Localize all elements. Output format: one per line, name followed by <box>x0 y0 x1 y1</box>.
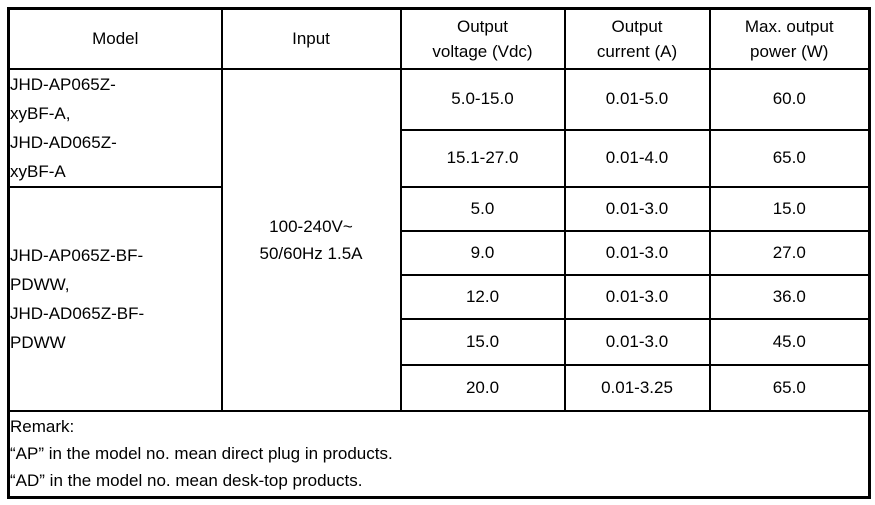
cell-max-power: 65.0 <box>708 363 871 412</box>
cell-output-current: 0.01-3.0 <box>563 317 711 366</box>
cell-max-power: 60.0 <box>708 67 871 132</box>
cell-max-power: 27.0 <box>708 229 871 276</box>
cell-output-current: 0.01-5.0 <box>563 67 711 132</box>
cell-output-voltage: 12.0 <box>399 273 566 320</box>
table-row: 15.1-27.0 0.01-4.0 65.0 <box>9 129 871 188</box>
cell-output-voltage: 5.0 <box>399 185 566 232</box>
cell-output-current: 0.01-3.0 <box>563 229 711 276</box>
col-header-max-output-power: Max. output power (W) <box>708 7 871 70</box>
remark: Remark: “AP” in the model no. mean direc… <box>7 409 871 499</box>
cell-output-voltage: 5.0-15.0 <box>399 67 566 132</box>
cell-output-current: 0.01-3.25 <box>563 363 711 412</box>
cell-output-voltage: 9.0 <box>399 229 566 276</box>
cell-output-voltage: 15.0 <box>399 317 566 366</box>
cell-max-power: 36.0 <box>708 273 871 320</box>
cell-output-current: 0.01-3.0 <box>563 185 711 232</box>
table-row: 9.0 0.01-3.0 27.0 <box>9 229 871 276</box>
cell-output-voltage: 20.0 <box>399 363 566 412</box>
col-header-output-current: Output current (A) <box>563 7 711 70</box>
input-cell: 100-240V~ 50/60Hz 1.5A <box>220 67 402 412</box>
col-header-input: Input <box>220 7 402 70</box>
model-cell-group2: JHD-AP065Z-BF- PDWW, JHD-AD065Z-BF- PDWW <box>7 185 223 412</box>
cell-max-power: 45.0 <box>708 317 871 366</box>
cell-output-current: 0.01-3.0 <box>563 273 711 320</box>
col-header-model: Model <box>7 7 223 70</box>
table-row: 12.0 0.01-3.0 36.0 <box>9 273 871 320</box>
table-row: JHD-AP065Z- xyBF-A, JHD-AD065Z- xyBF-A 1… <box>7 67 871 412</box>
col-header-output-voltage: Output voltage (Vdc) <box>399 7 566 70</box>
cell-output-current: 0.01-4.0 <box>563 129 711 188</box>
table-row: JHD-AP065Z-BF- PDWW, JHD-AD065Z-BF- PDWW… <box>7 185 871 412</box>
cell-max-power: 15.0 <box>708 185 871 232</box>
table-row: 20.0 0.01-3.25 65.0 <box>9 363 871 412</box>
table-row: 15.0 0.01-3.0 45.0 <box>9 317 871 366</box>
remark-row: Remark: “AP” in the model no. mean direc… <box>7 409 871 499</box>
header-row: Model Input Output voltage (Vdc) Output … <box>7 7 871 70</box>
cell-max-power: 65.0 <box>708 129 871 188</box>
model-cell-group1: JHD-AP065Z- xyBF-A, JHD-AD065Z- xyBF-A <box>7 67 223 188</box>
cell-output-voltage: 15.1-27.0 <box>399 129 566 188</box>
power-spec-table: Model Input Output voltage (Vdc) Output … <box>7 7 871 499</box>
